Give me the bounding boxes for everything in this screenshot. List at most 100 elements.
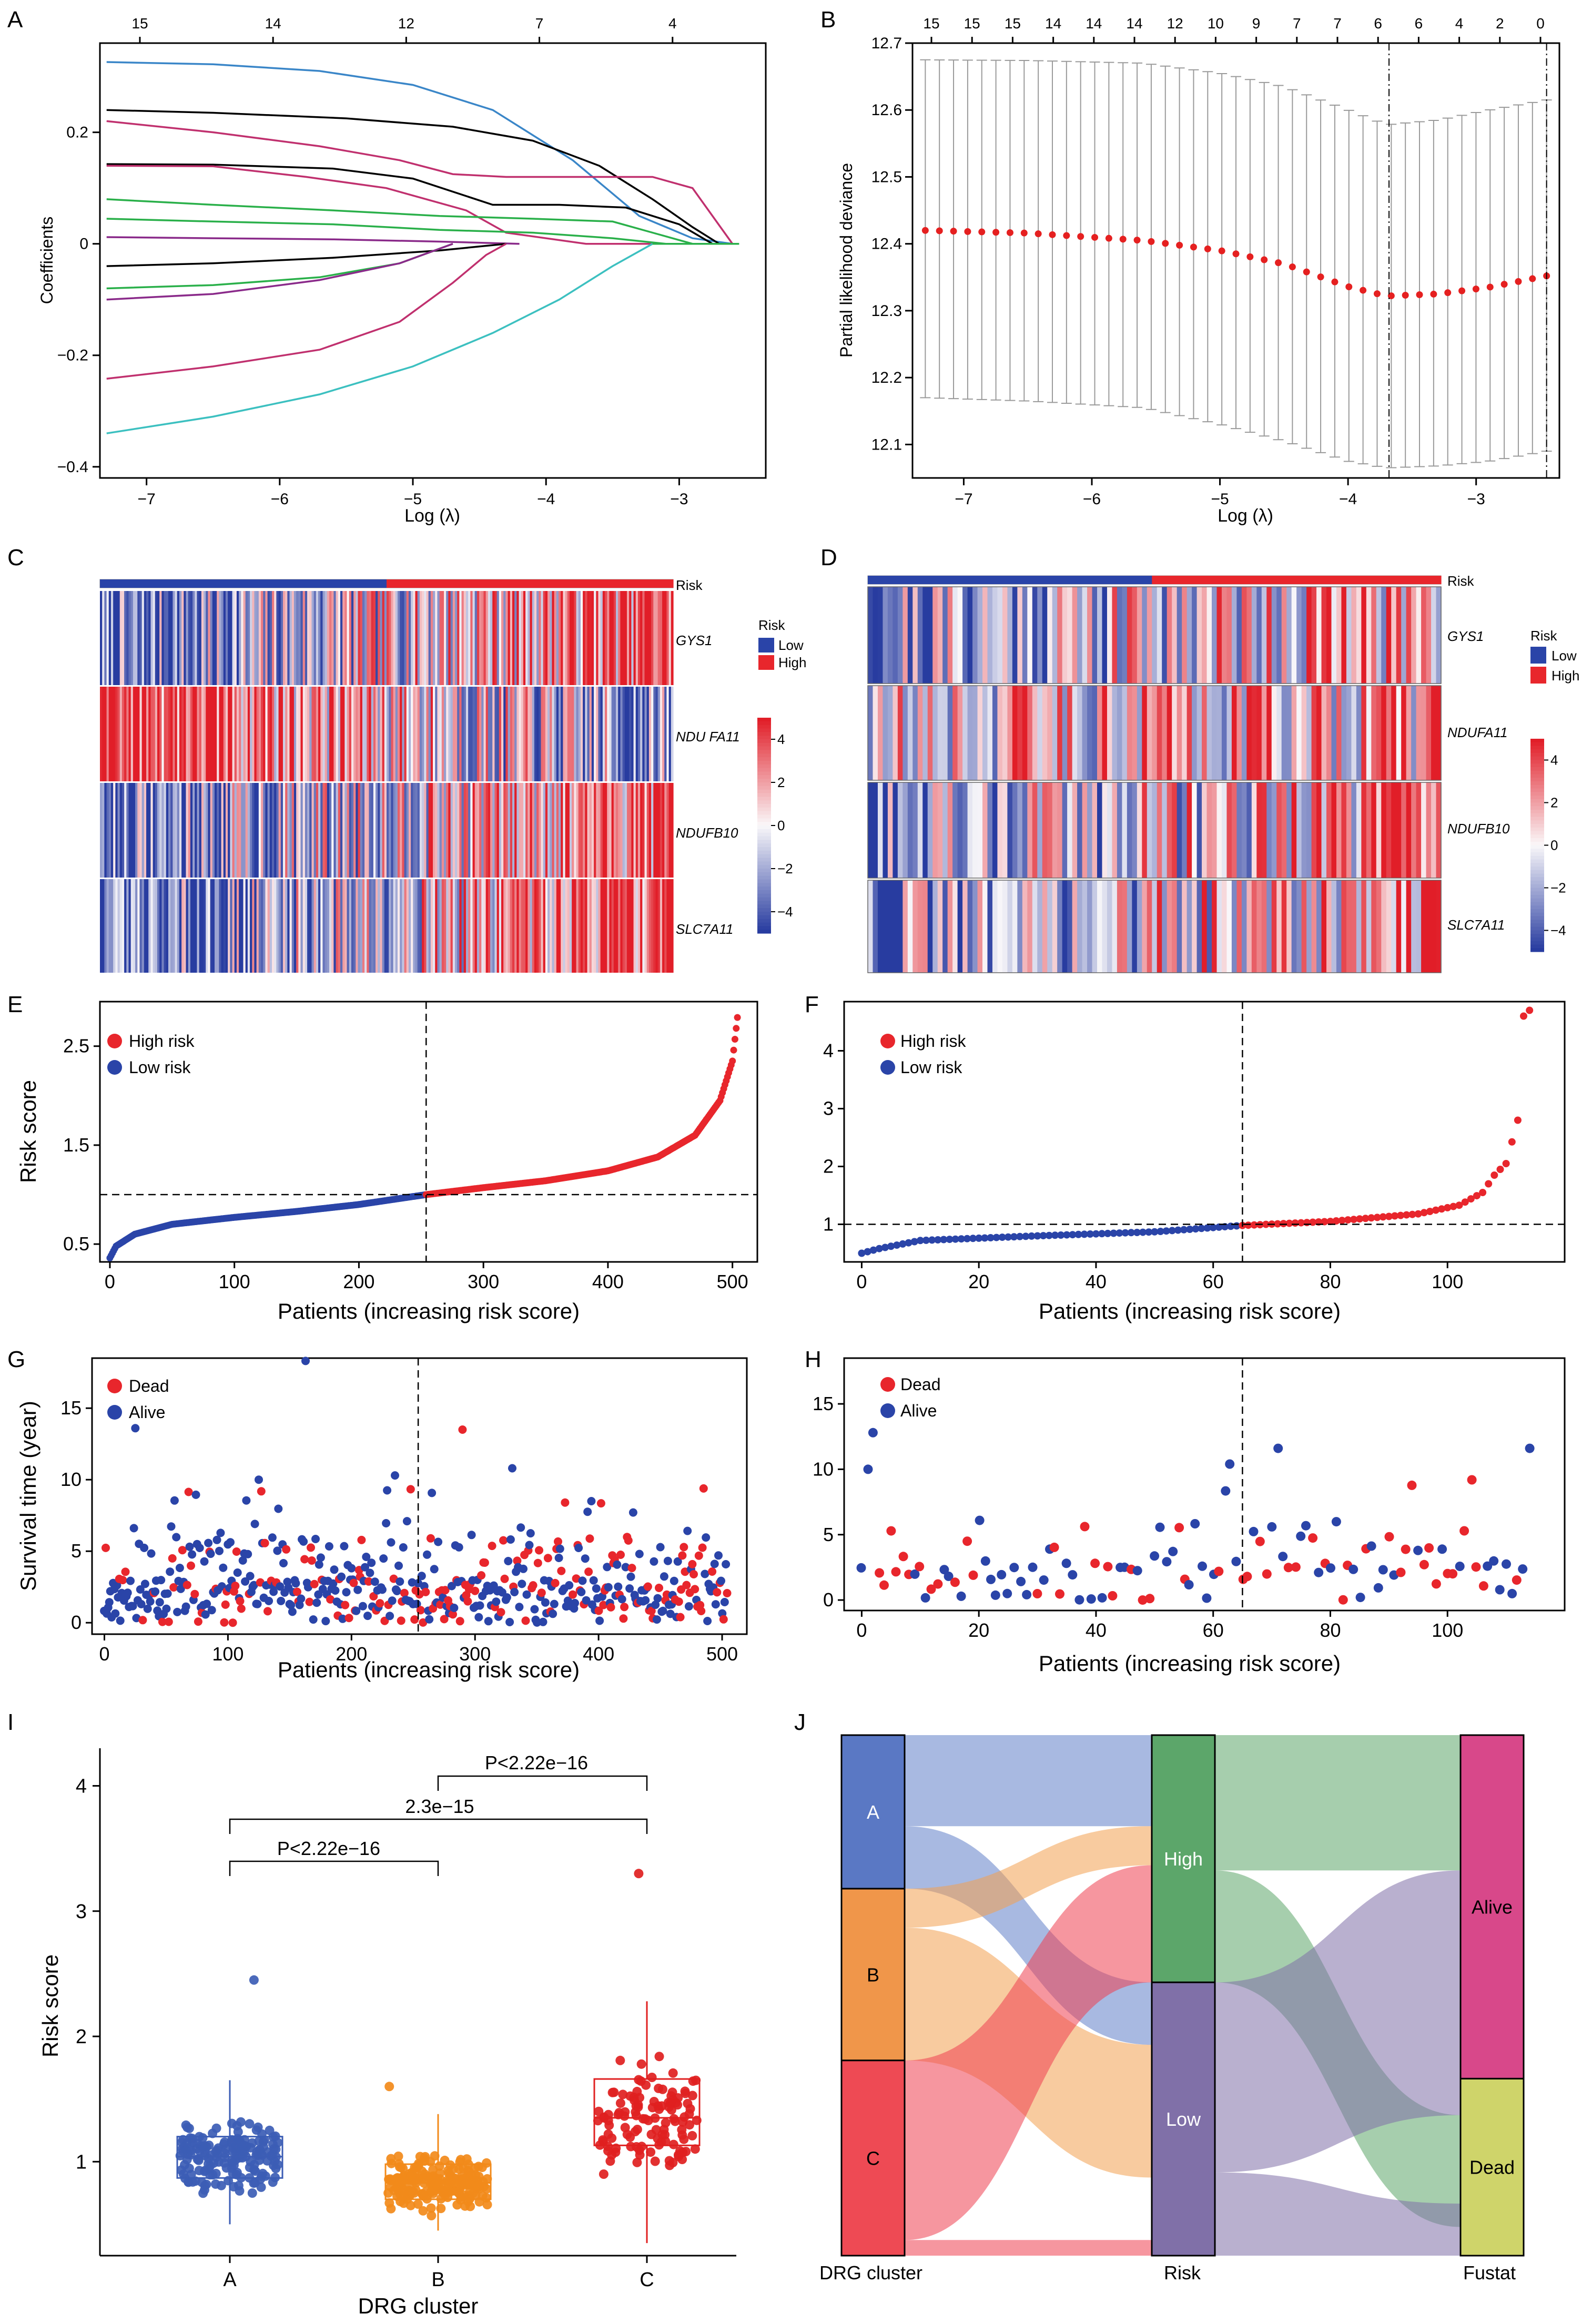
heat-cell xyxy=(387,879,389,973)
colorbar-step xyxy=(757,782,771,787)
heat-cell xyxy=(305,687,308,781)
colorbar-step xyxy=(1530,934,1544,938)
heat-cell xyxy=(957,587,963,684)
heat-cell xyxy=(523,591,526,685)
risk-bar-cell xyxy=(395,579,398,588)
heat-cell xyxy=(371,783,374,878)
risk-bar-cell xyxy=(957,576,963,584)
alive-point xyxy=(1002,1588,1012,1598)
dead-point xyxy=(293,1587,301,1596)
heat-cell xyxy=(543,687,546,781)
colorbar-step xyxy=(757,757,771,761)
alive-point xyxy=(574,1544,583,1552)
alive-point xyxy=(603,1563,612,1572)
risk-bar-cell xyxy=(631,579,634,588)
risk-bar-cell xyxy=(611,579,614,588)
heat-cell xyxy=(642,591,645,685)
risk-point xyxy=(1174,1226,1182,1234)
point-B xyxy=(445,2187,455,2197)
heat-cell xyxy=(543,591,546,685)
risk-bar-cell xyxy=(206,579,209,588)
heat-cell xyxy=(430,783,433,878)
heat-cell xyxy=(340,879,343,973)
heat-cell xyxy=(329,591,332,685)
heat-cell xyxy=(166,783,169,878)
a-xtick-label: −5 xyxy=(404,491,422,508)
b-mean-point xyxy=(1317,273,1324,281)
panel-i-comparison-bc: P<2.22e−16 xyxy=(485,1752,588,1773)
heat-cell xyxy=(201,591,204,685)
a-xtick-label: −3 xyxy=(670,491,688,508)
heat-cell xyxy=(247,591,250,685)
ytick-label: 15 xyxy=(813,1393,834,1414)
colorbar-step xyxy=(757,822,771,826)
risk-bar-cell xyxy=(406,579,409,588)
heat-cell xyxy=(278,879,281,973)
flow-c-low xyxy=(905,2240,1152,2256)
heat-cell xyxy=(234,879,237,973)
heat-cell xyxy=(461,879,464,973)
dead-point xyxy=(1138,1595,1148,1605)
panel-h-frame xyxy=(843,1357,1566,1612)
point-C xyxy=(687,2131,697,2140)
heat-cell xyxy=(243,687,246,781)
heat-cell xyxy=(626,783,630,878)
risk-bar-cell xyxy=(397,579,400,588)
alive-point xyxy=(246,1572,255,1581)
heat-cell xyxy=(1326,880,1332,973)
heat-cell xyxy=(516,879,520,973)
colorbar-step xyxy=(1530,895,1544,899)
heat-cell xyxy=(492,687,495,781)
dead-point xyxy=(496,1608,505,1617)
colorbar-step xyxy=(757,872,771,876)
heat-cell xyxy=(144,687,147,781)
heat-cell xyxy=(488,591,491,685)
heat-cell xyxy=(1431,587,1437,684)
alive-point xyxy=(1074,1595,1084,1605)
point-B xyxy=(454,2164,464,2174)
heat-cell xyxy=(1022,782,1028,878)
risk-point xyxy=(1467,1195,1475,1203)
risk-point xyxy=(1297,1219,1305,1227)
alive-point xyxy=(702,1533,711,1542)
risk-point xyxy=(730,1046,737,1054)
heat-cell xyxy=(1196,587,1202,684)
risk-bar-cell xyxy=(179,579,182,588)
heat-cell xyxy=(177,687,180,781)
heat-cell xyxy=(1172,782,1178,878)
heat-cell xyxy=(1112,686,1118,780)
heat-cell xyxy=(382,591,385,685)
heat-cell xyxy=(327,591,330,685)
heat-cell xyxy=(210,879,213,973)
heat-cell xyxy=(1396,587,1402,684)
risk-bar-cell xyxy=(1386,576,1392,584)
heat-cell xyxy=(382,879,385,973)
flow-b-high xyxy=(905,1826,1152,1928)
dead-point xyxy=(655,1584,663,1592)
risk-bar-cell xyxy=(607,579,610,588)
heat-cell xyxy=(102,591,105,685)
heat-cell xyxy=(977,587,983,684)
heat-cell xyxy=(415,591,418,685)
heat-cell xyxy=(175,687,178,781)
heat-cell xyxy=(1376,686,1382,780)
risk-bar-cell xyxy=(338,579,341,588)
risk-point xyxy=(1033,1232,1041,1240)
dead-point xyxy=(616,1551,625,1559)
risk-bar-cell xyxy=(364,579,367,588)
colorbar-step xyxy=(1530,796,1544,800)
point-B xyxy=(410,2163,420,2173)
b-mean-point xyxy=(1500,281,1508,288)
risk-point xyxy=(992,1234,1000,1241)
alive-point xyxy=(581,1554,590,1563)
risk-bar-cell xyxy=(106,579,109,588)
heat-cell xyxy=(378,687,381,781)
colorbar-step xyxy=(1530,831,1544,835)
ytick-label: 2 xyxy=(823,1156,834,1177)
heat-cell xyxy=(1426,587,1432,684)
heat-cell xyxy=(380,591,383,685)
heat-cell xyxy=(534,687,537,781)
risk-bar-cell xyxy=(583,579,585,588)
alive-point xyxy=(635,1550,644,1558)
heat-cell xyxy=(1206,782,1212,878)
